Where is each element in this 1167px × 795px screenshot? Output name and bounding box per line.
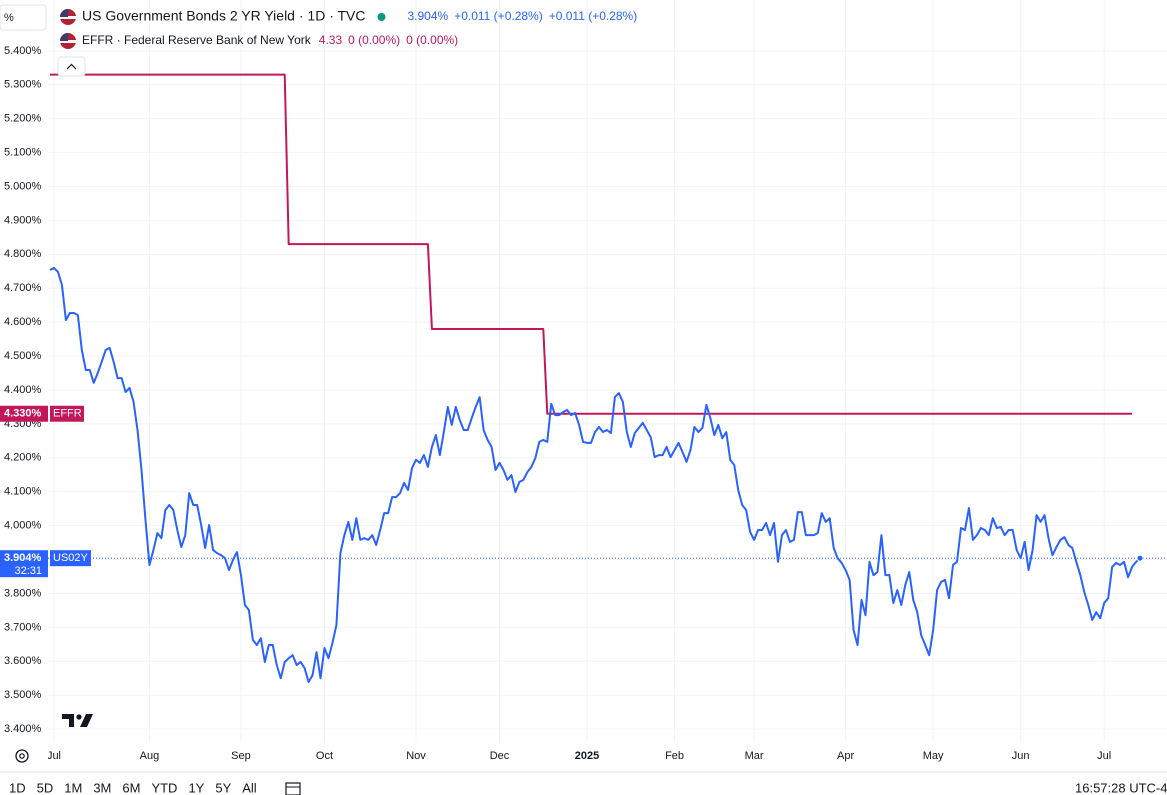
legend-name[interactable]: US Government Bonds 2 YR Yield · 1D · TV… <box>82 8 366 24</box>
range-button[interactable]: YTD <box>151 780 177 795</box>
clock: 16:57:28 UTC-4 <box>1075 780 1167 795</box>
y-tick-label: 4.400% <box>4 384 42 396</box>
range-button[interactable]: 1Y <box>188 780 204 795</box>
unit-label: % <box>4 12 14 24</box>
series-line <box>49 266 1141 683</box>
y-tick-label: 4.500% <box>4 350 42 362</box>
collapse-icon <box>66 63 77 70</box>
last-value-box <box>0 550 48 578</box>
x-tick-label: Apr <box>837 750 854 762</box>
x-tick-label: Jul <box>1097 750 1111 762</box>
x-tick-label: Aug <box>140 750 160 762</box>
legend: US Government Bonds 2 YR Yield · 1D · TV… <box>60 8 637 49</box>
legend-value: 0 (0.00%) <box>348 33 400 47</box>
unit-box[interactable] <box>0 4 47 31</box>
flag-canton <box>60 9 68 17</box>
grid <box>48 0 1167 742</box>
y-tick-label: 3.800% <box>4 587 42 599</box>
status-dot <box>377 13 386 21</box>
x-tick-label: Feb <box>665 750 684 762</box>
y-tick-label: 5.300% <box>4 79 42 91</box>
range-button[interactable]: 5D <box>37 780 54 795</box>
x-tick-label: Mar <box>745 750 764 762</box>
legend-value: 3.904% <box>408 9 449 23</box>
collapse-button[interactable] <box>57 56 86 77</box>
y-tick-label: 3.700% <box>4 621 42 633</box>
y-tick-label: 4.000% <box>4 520 42 532</box>
plot <box>48 73 1167 683</box>
y-tick-label: 5.100% <box>4 147 42 159</box>
series-tag-box <box>50 405 84 422</box>
y-tick-label: 4.800% <box>4 248 42 260</box>
y-tick-label: 3.500% <box>4 689 42 701</box>
legend-value: +0.011 (+0.28%) <box>549 9 638 23</box>
y-tick-label: 4.100% <box>4 486 42 498</box>
x-tick-label: Dec <box>490 750 510 762</box>
range-button[interactable]: 6M <box>122 780 140 795</box>
last-point <box>1136 554 1144 562</box>
range-toolbar: 1D 5D 1M 3M 6M YTD 1Y 5Y All <box>9 780 257 795</box>
x-tick-label: May <box>923 750 944 762</box>
y-tick-label: 5.000% <box>4 180 42 192</box>
range-button[interactable]: All <box>242 780 257 795</box>
legend-value: 4.33 <box>319 33 343 47</box>
y-tick-label: 3.600% <box>4 655 42 667</box>
x-tick-label: Nov <box>406 750 426 762</box>
range-button[interactable]: 1M <box>64 780 82 795</box>
flag-stripe <box>60 40 76 43</box>
x-tick-label: Jun <box>1012 750 1030 762</box>
x-tick-label: 2025 <box>575 750 599 762</box>
calendar-icon[interactable] <box>285 782 301 795</box>
series-line <box>50 73 1133 415</box>
y-tick-label: 4.200% <box>4 452 42 464</box>
legend-value: 0 (0.00%) <box>406 33 458 47</box>
series-tag-box <box>50 550 91 567</box>
last-value-label: 3.904% <box>4 552 42 564</box>
range-button[interactable]: 3M <box>93 780 111 795</box>
y-tick-label: 4.600% <box>4 316 42 328</box>
y-tick-label: 5.200% <box>4 113 42 125</box>
last-value-box <box>0 405 48 422</box>
countdown: 32:31 <box>14 565 42 577</box>
x-tick-label: Sep <box>231 750 251 762</box>
y-tick-label: 5.400% <box>4 45 42 57</box>
series-tag: US02Y <box>53 552 89 564</box>
price-axis: 3.400%3.500%3.600%3.700%3.800%3.900%4.00… <box>0 45 91 735</box>
time-axis: Jul Aug Sep Oct Nov Dec 2025 Feb Mar Apr May Jun Jul <box>0 745 1111 769</box>
flag-stripe <box>60 16 76 19</box>
range-button[interactable]: 1D <box>9 780 26 795</box>
settings-icon[interactable] <box>15 749 29 763</box>
x-tick-label: Oct <box>316 750 333 762</box>
y-tick-label: 4.900% <box>4 214 42 226</box>
series-tag: EFFR <box>53 408 82 420</box>
y-tick-label: 3.400% <box>4 723 42 735</box>
legend-name[interactable]: EFFR · Federal Reserve Bank of New York <box>82 33 312 47</box>
logo <box>62 714 93 727</box>
x-tick-label: Jul <box>47 750 61 762</box>
legend-value: +0.011 (+0.28%) <box>454 9 543 23</box>
flag-canton <box>60 33 68 41</box>
y-tick-label: 4.700% <box>4 282 42 294</box>
range-button[interactable]: 5Y <box>215 780 231 795</box>
last-value-label: 4.330% <box>4 408 42 420</box>
